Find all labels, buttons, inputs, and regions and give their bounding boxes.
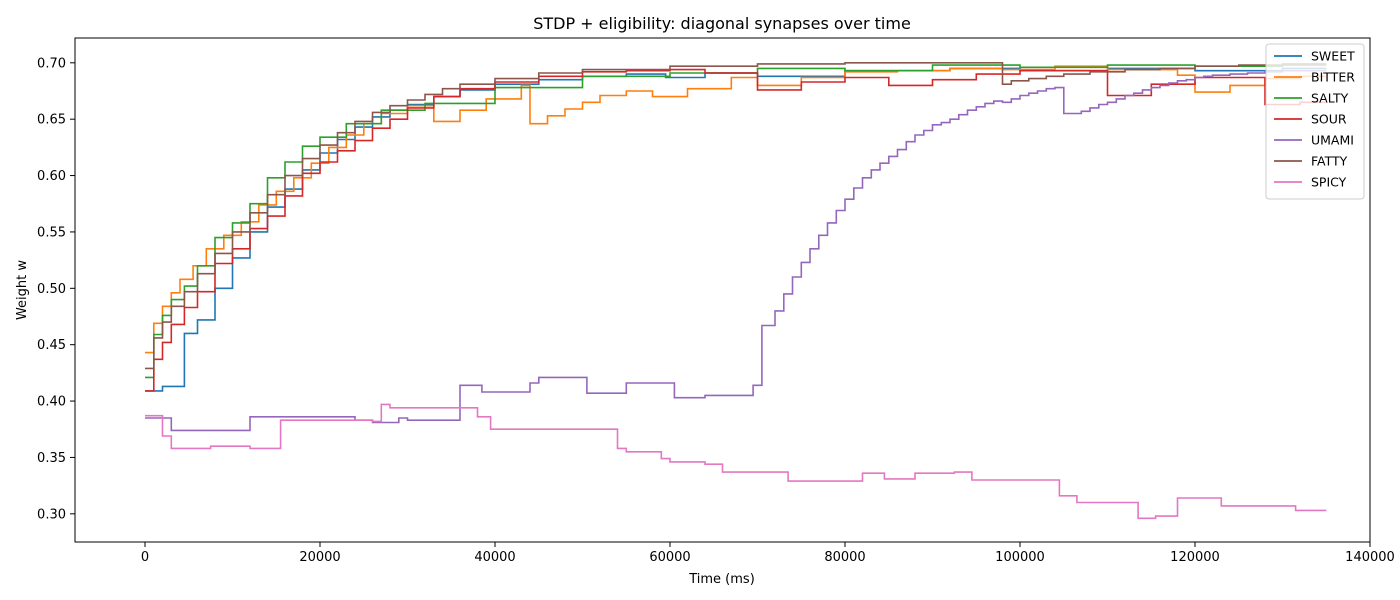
chart-title: STDP + eligibility: diagonal synapses ov… <box>533 14 911 33</box>
y-tick-label: 0.50 <box>37 282 66 297</box>
y-tick-label: 0.65 <box>37 113 66 128</box>
x-tick-label: 100000 <box>995 550 1045 565</box>
x-tick-label: 20000 <box>299 550 340 565</box>
x-axis-label: Time (ms) <box>688 572 755 587</box>
legend-label: BITTER <box>1311 70 1355 85</box>
y-axis: 0.30 0.35 0.40 0.45 0.50 0.55 0.60 0.65 0.70 <box>37 56 75 522</box>
plot-lines <box>145 62 1327 520</box>
x-tick-label: 120000 <box>1170 550 1220 565</box>
y-axis-label: Weight w <box>15 260 30 320</box>
legend-label: SWEET <box>1311 49 1355 64</box>
series-line-umami <box>145 69 1327 432</box>
legend-label: SOUR <box>1311 112 1347 127</box>
y-tick-label: 0.35 <box>37 451 66 466</box>
y-tick-label: 0.45 <box>37 338 66 353</box>
x-tick-label: 140000 <box>1345 550 1395 565</box>
legend-label: SALTY <box>1311 91 1349 106</box>
y-tick-label: 0.60 <box>37 169 66 184</box>
legend-label: UMAMI <box>1311 133 1354 148</box>
legend: SWEET BITTER SALTY SOUR UMAMI FATTY SPICY <box>1265 43 1365 200</box>
x-tick-label: 60000 <box>649 550 690 565</box>
y-tick-label: 0.55 <box>37 225 66 240</box>
x-tick-label: 0 <box>141 550 149 565</box>
x-tick-label: 80000 <box>824 550 865 565</box>
series-line-salty <box>145 64 1327 379</box>
legend-label: SPICY <box>1311 175 1347 190</box>
x-axis: 0 20000 40000 60000 80000 100000 120000 140000 <box>141 542 1395 565</box>
series-line-spicy <box>145 403 1327 520</box>
y-tick-label: 0.30 <box>37 507 66 522</box>
plot-frame <box>74 37 1371 543</box>
series-line-sour <box>145 68 1327 392</box>
y-tick-label: 0.40 <box>37 395 66 410</box>
series-line-fatty <box>145 62 1327 370</box>
y-tick-label: 0.70 <box>37 56 66 71</box>
x-tick-label: 40000 <box>474 550 515 565</box>
legend-label: FATTY <box>1311 154 1348 169</box>
